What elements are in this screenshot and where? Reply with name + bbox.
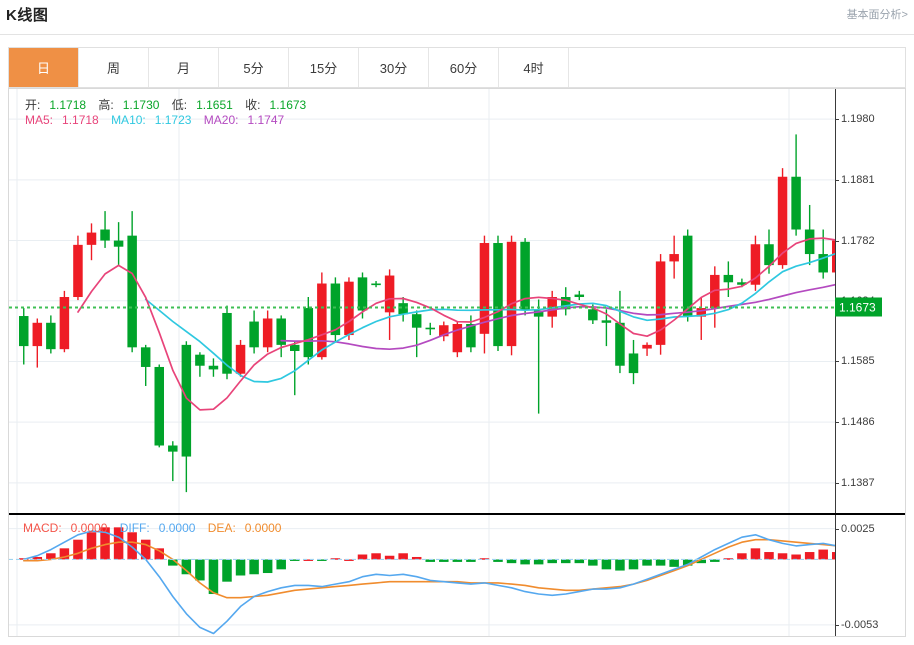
price-tick-1: 1.1881 — [835, 173, 875, 186]
page-title: K线图 — [6, 7, 49, 24]
price-tick-0: 1.1980 — [835, 113, 875, 126]
price-tick-5: 1.1486 — [835, 416, 875, 429]
price-axis: 1.19801.18811.17821.16841.15851.14861.13… — [835, 89, 905, 513]
candlestick-canvas — [9, 89, 835, 513]
tab-0[interactable]: 日 — [9, 48, 79, 87]
price-tick-6: 1.1387 — [835, 476, 875, 489]
chart-frame: 1.19801.18811.17821.16841.15851.14861.13… — [8, 88, 906, 637]
macd-tick-1: -0.0053 — [834, 618, 879, 631]
tab-2[interactable]: 月 — [149, 48, 219, 87]
tabbar-filler — [569, 48, 905, 87]
pane-divider — [9, 513, 905, 515]
tab-5[interactable]: 30分 — [359, 48, 429, 87]
header-divider — [0, 34, 914, 35]
current-price-tag: 1.1673 — [835, 297, 882, 317]
macd-axis: 0.0025 -0.0053 — [834, 515, 905, 636]
period-tabbar: 日周月 5分 15分 30分 60分 4时 — [8, 47, 906, 88]
macd-plot[interactable] — [9, 515, 835, 636]
price-tick-2: 1.1782 — [835, 234, 875, 247]
macd-axis-separator — [835, 515, 836, 636]
tab-3[interactable]: 5分 — [219, 48, 289, 87]
price-tick-4: 1.1585 — [835, 355, 875, 368]
fundamental-analysis-link[interactable]: 基本面分析> — [846, 9, 908, 21]
tab-4[interactable]: 15分 — [289, 48, 359, 87]
price-pane: 1.19801.18811.17821.16841.15851.14861.13… — [9, 89, 905, 513]
price-plot[interactable] — [9, 89, 835, 513]
widget-header: K线图 基本面分析> — [0, 0, 914, 35]
macd-pane: 0.0025 -0.0053 MACD: 0.0000 DIFF: 0.0000 DE… — [9, 515, 905, 636]
macd-tick-0: 0.0025 — [835, 522, 875, 535]
tab-7[interactable]: 4时 — [499, 48, 569, 87]
macd-canvas — [9, 515, 835, 636]
tab-1[interactable]: 周 — [79, 48, 149, 87]
tab-6[interactable]: 60分 — [429, 48, 499, 87]
